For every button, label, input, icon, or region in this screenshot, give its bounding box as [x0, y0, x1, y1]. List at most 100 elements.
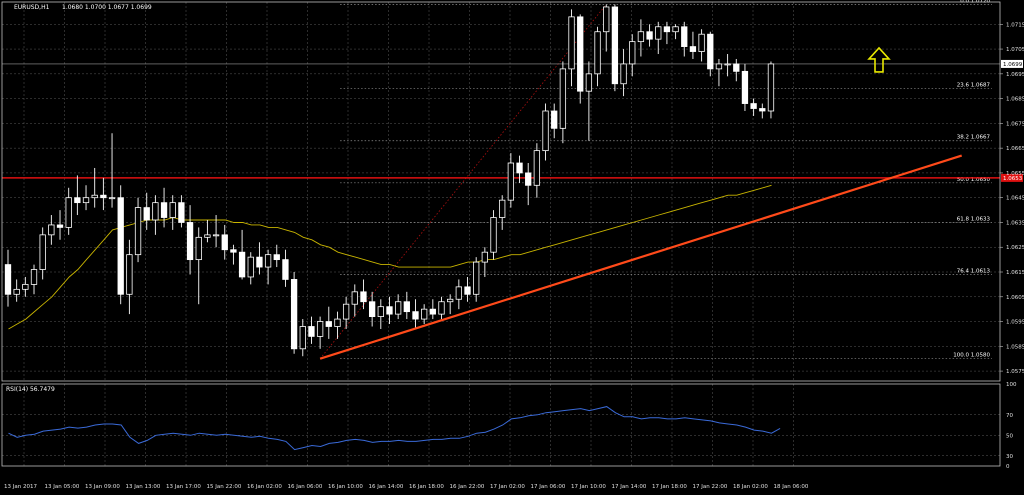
candle[interactable]: [767, 61, 775, 119]
candle[interactable]: [368, 291, 376, 327]
candle[interactable]: [707, 31, 714, 77]
candle[interactable]: [247, 252, 254, 285]
candle[interactable]: [308, 316, 315, 344]
candle[interactable]: [39, 227, 46, 280]
candle[interactable]: [473, 257, 480, 302]
candle[interactable]: [264, 249, 272, 285]
candle[interactable]: [525, 163, 532, 206]
candle[interactable]: [447, 294, 454, 315]
rsi-pane[interactable]: 100 70 50 30 0: [2, 382, 1017, 470]
candle[interactable]: [689, 31, 697, 59]
candle[interactable]: [178, 195, 185, 228]
candle[interactable]: [481, 247, 489, 277]
candle[interactable]: [334, 311, 341, 339]
candle[interactable]: [464, 276, 471, 302]
candle[interactable]: [169, 195, 176, 230]
candle[interactable]: [663, 21, 671, 45]
candle[interactable]: [386, 296, 393, 325]
candle[interactable]: [195, 227, 202, 305]
candle[interactable]: [108, 133, 116, 208]
candle-body-bullish: [126, 254, 133, 295]
candle[interactable]: [316, 316, 324, 349]
candle[interactable]: [342, 296, 350, 329]
candle[interactable]: [299, 319, 306, 357]
candle[interactable]: [594, 26, 601, 87]
candle[interactable]: [186, 205, 194, 275]
candle[interactable]: [724, 54, 731, 77]
candle[interactable]: [204, 219, 211, 243]
candle[interactable]: [238, 229, 246, 280]
time-label: 18 Jan 06:00: [774, 484, 809, 490]
candle[interactable]: [134, 197, 142, 263]
candle[interactable]: [360, 279, 367, 310]
candle[interactable]: [698, 29, 705, 62]
candle[interactable]: [421, 304, 428, 325]
candle[interactable]: [4, 249, 12, 307]
rsi-line[interactable]: [8, 406, 781, 451]
candle[interactable]: [585, 61, 593, 141]
candle[interactable]: [759, 103, 766, 119]
candle[interactable]: [143, 192, 150, 230]
candle[interactable]: [542, 103, 549, 161]
candle[interactable]: [429, 299, 436, 320]
candle[interactable]: [438, 296, 445, 320]
candle[interactable]: [672, 24, 679, 40]
candle[interactable]: [48, 215, 55, 245]
candle[interactable]: [74, 175, 81, 216]
candle[interactable]: [290, 272, 298, 354]
candle[interactable]: [82, 185, 90, 211]
candle[interactable]: [629, 34, 636, 77]
candle[interactable]: [715, 58, 723, 87]
candle-body-bearish: [516, 162, 523, 174]
candle[interactable]: [507, 153, 515, 208]
candle[interactable]: [681, 21, 688, 57]
candle[interactable]: [212, 215, 220, 248]
candle[interactable]: [655, 21, 662, 55]
candle[interactable]: [100, 177, 107, 211]
candle[interactable]: [499, 195, 506, 230]
candle[interactable]: [750, 98, 757, 116]
candle[interactable]: [741, 63, 749, 111]
candle[interactable]: [91, 167, 98, 208]
candle-body-bullish: [447, 298, 454, 303]
rsi-pane-frame: [1, 383, 1001, 467]
candle[interactable]: [559, 61, 567, 144]
candle[interactable]: [256, 242, 263, 275]
candle[interactable]: [516, 155, 523, 183]
candle[interactable]: [637, 19, 645, 57]
candle[interactable]: [455, 279, 462, 310]
fibonacci-level-label: 61.8 1.0633: [957, 216, 991, 222]
candle[interactable]: [620, 49, 627, 97]
candle[interactable]: [551, 103, 558, 139]
candle[interactable]: [221, 224, 228, 260]
candle[interactable]: [533, 143, 541, 198]
candle[interactable]: [403, 291, 410, 320]
candle[interactable]: [646, 24, 653, 47]
candle[interactable]: [377, 299, 384, 329]
candle[interactable]: [273, 244, 280, 268]
candle[interactable]: [490, 210, 497, 260]
candle[interactable]: [22, 276, 29, 297]
candles-layer[interactable]: [4, 4, 775, 357]
candle[interactable]: [230, 244, 237, 265]
candle-body-bearish: [273, 254, 280, 261]
candle[interactable]: [56, 210, 64, 240]
candle[interactable]: [126, 239, 133, 315]
candle[interactable]: [30, 264, 38, 295]
candle[interactable]: [412, 299, 419, 329]
candle[interactable]: [65, 187, 72, 235]
candle[interactable]: [351, 284, 358, 317]
candle[interactable]: [733, 58, 740, 82]
candle[interactable]: [611, 4, 619, 92]
candle[interactable]: [13, 279, 20, 302]
candle[interactable]: [577, 14, 584, 104]
candle[interactable]: [117, 185, 124, 305]
candle[interactable]: [282, 249, 289, 287]
candle[interactable]: [603, 4, 610, 52]
candle[interactable]: [160, 187, 168, 228]
candle[interactable]: [568, 9, 575, 87]
candle[interactable]: [152, 195, 159, 235]
candle[interactable]: [394, 294, 402, 320]
candle[interactable]: [325, 306, 332, 339]
